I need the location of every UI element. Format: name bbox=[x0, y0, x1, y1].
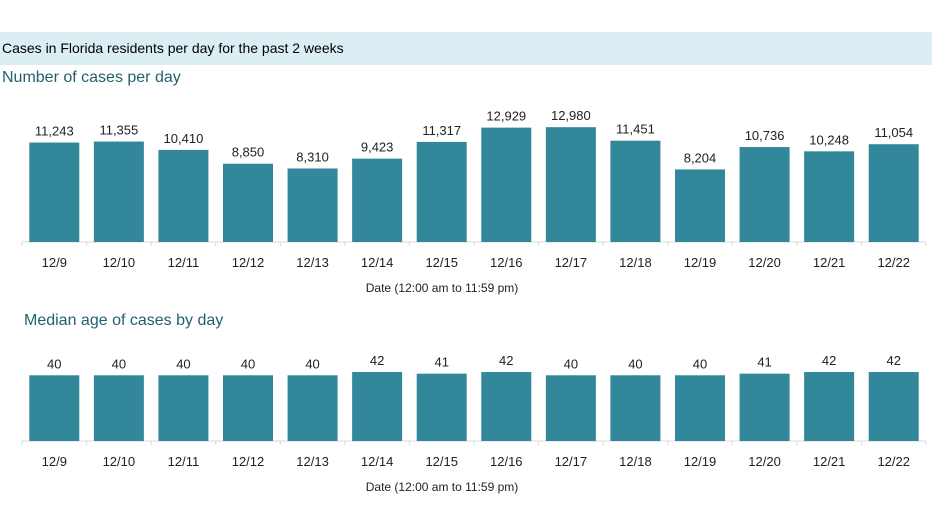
x-tick-label: 12/14 bbox=[361, 255, 394, 270]
bar bbox=[93, 375, 144, 441]
data-label: 41 bbox=[757, 355, 771, 370]
x-tick-label: 12/18 bbox=[619, 255, 652, 270]
data-label: 40 bbox=[564, 356, 578, 371]
data-label: 42 bbox=[886, 353, 900, 368]
bar bbox=[739, 147, 790, 242]
x-axis-title: Date (12:00 am to 11:59 pm) bbox=[366, 480, 519, 494]
x-tick-label: 12/10 bbox=[103, 454, 136, 469]
data-label: 42 bbox=[499, 353, 513, 368]
data-label: 11,243 bbox=[35, 124, 74, 139]
data-label: 42 bbox=[370, 353, 384, 368]
bar bbox=[610, 140, 661, 242]
bar bbox=[804, 151, 855, 242]
x-tick-label: 12/19 bbox=[684, 454, 717, 469]
bar bbox=[93, 141, 144, 242]
bar bbox=[868, 372, 919, 441]
data-label: 10,410 bbox=[164, 131, 204, 146]
x-tick-label: 12/16 bbox=[490, 454, 523, 469]
x-tick-label: 12/10 bbox=[103, 255, 136, 270]
x-tick-label: 12/21 bbox=[813, 454, 846, 469]
data-label: 40 bbox=[305, 356, 319, 371]
bar bbox=[675, 169, 725, 242]
data-label: 40 bbox=[112, 356, 126, 371]
data-label: 10,248 bbox=[809, 132, 849, 147]
bar bbox=[675, 375, 725, 441]
bar bbox=[545, 127, 596, 242]
x-tick-label: 12/9 bbox=[42, 454, 67, 469]
x-tick-label: 12/12 bbox=[232, 255, 265, 270]
x-tick-label: 12/12 bbox=[232, 454, 265, 469]
x-tick-label: 12/16 bbox=[490, 255, 523, 270]
data-label: 11,451 bbox=[616, 122, 655, 137]
bar bbox=[352, 372, 403, 441]
data-label: 8,204 bbox=[684, 150, 717, 165]
bar bbox=[416, 373, 467, 441]
bar bbox=[804, 372, 855, 441]
age-chart-title: Median age of cases by day bbox=[24, 312, 224, 329]
page-banner: Cases in Florida residents per day for t… bbox=[0, 32, 932, 65]
data-label: 11,054 bbox=[874, 125, 913, 140]
x-tick-label: 12/21 bbox=[813, 255, 846, 270]
data-label: 40 bbox=[176, 356, 190, 371]
data-label: 40 bbox=[47, 356, 61, 371]
bar bbox=[287, 168, 338, 242]
data-label: 40 bbox=[693, 356, 707, 371]
x-tick-label: 12/13 bbox=[296, 454, 329, 469]
data-label: 12,980 bbox=[551, 108, 591, 123]
x-axis-title: Date (12:00 am to 11:59 pm) bbox=[366, 281, 519, 295]
bar bbox=[352, 158, 403, 242]
data-label: 8,310 bbox=[296, 149, 329, 164]
cases-chart-title: Number of cases per day bbox=[2, 69, 181, 86]
bar bbox=[223, 375, 273, 441]
bar bbox=[287, 375, 338, 441]
x-tick-label: 12/13 bbox=[296, 255, 329, 270]
x-tick-label: 12/20 bbox=[748, 454, 781, 469]
bar bbox=[481, 372, 532, 441]
x-tick-label: 12/18 bbox=[619, 454, 652, 469]
x-tick-label: 12/20 bbox=[748, 255, 781, 270]
x-tick-label: 12/22 bbox=[877, 454, 910, 469]
x-tick-label: 12/19 bbox=[684, 255, 717, 270]
bar bbox=[545, 375, 596, 441]
x-tick-label: 12/22 bbox=[877, 255, 910, 270]
data-label: 9,423 bbox=[361, 140, 394, 155]
data-label: 12,929 bbox=[486, 109, 526, 124]
bar bbox=[29, 375, 80, 441]
x-tick-label: 12/15 bbox=[425, 255, 458, 270]
x-tick-label: 12/17 bbox=[555, 255, 588, 270]
x-tick-label: 12/11 bbox=[168, 255, 200, 270]
data-label: 42 bbox=[822, 353, 836, 368]
x-tick-label: 12/9 bbox=[42, 255, 67, 270]
data-label: 10,736 bbox=[745, 128, 785, 143]
bar bbox=[481, 127, 532, 242]
age-bar-chart: 40 12/9 40 12/10 40 12/11 40 12/12 40 12/13 42 12/1… bbox=[21, 353, 927, 494]
x-tick-label: 12/11 bbox=[168, 454, 200, 469]
x-tick-label: 12/14 bbox=[361, 454, 394, 469]
bar bbox=[868, 144, 919, 242]
bar bbox=[739, 373, 790, 441]
bar bbox=[29, 142, 80, 242]
bar bbox=[158, 149, 209, 242]
bar bbox=[610, 375, 661, 441]
data-label: 40 bbox=[241, 356, 255, 371]
data-label: 11,317 bbox=[422, 123, 461, 138]
bar bbox=[223, 163, 273, 242]
data-label: 11,355 bbox=[99, 123, 138, 138]
cases-bar-chart: 11,243 12/9 11,355 12/10 10,410 12/11 8,850 12/… bbox=[21, 108, 927, 295]
bar bbox=[158, 375, 209, 441]
data-label: 8,850 bbox=[232, 145, 265, 160]
x-tick-label: 12/15 bbox=[425, 454, 458, 469]
x-tick-label: 12/17 bbox=[555, 454, 588, 469]
data-label: 41 bbox=[434, 355, 448, 370]
data-label: 40 bbox=[628, 356, 642, 371]
bar bbox=[416, 141, 467, 242]
